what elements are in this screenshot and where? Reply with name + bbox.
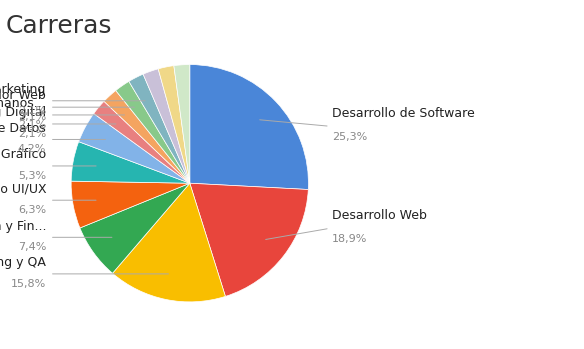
Wedge shape xyxy=(158,66,190,183)
Wedge shape xyxy=(129,74,190,183)
Wedge shape xyxy=(190,183,308,296)
Text: 2,1%: 2,1% xyxy=(18,129,46,139)
Text: Administración y Fin...: Administración y Fin... xyxy=(0,220,46,232)
Wedge shape xyxy=(79,113,190,183)
Text: Desarrollo de Software: Desarrollo de Software xyxy=(332,107,475,120)
Text: 6,3%: 6,3% xyxy=(18,205,46,215)
Text: 5,3%: 5,3% xyxy=(18,171,46,181)
Wedge shape xyxy=(71,181,190,228)
Wedge shape xyxy=(113,183,225,302)
Text: Carreras: Carreras xyxy=(6,14,112,38)
Text: 2,1%: 2,1% xyxy=(18,105,46,116)
Text: Desarrollo Web: Desarrollo Web xyxy=(332,209,427,222)
Text: Maquetador Web: Maquetador Web xyxy=(0,89,46,102)
Text: Testing y QA: Testing y QA xyxy=(0,256,46,269)
Text: 2,1%: 2,1% xyxy=(18,120,46,130)
Text: Marketing: Marketing xyxy=(0,83,46,96)
Text: Marketing Digital: Marketing Digital xyxy=(0,106,46,119)
Text: 4,2%: 4,2% xyxy=(18,144,46,154)
Text: Diseño Gráfico: Diseño Gráfico xyxy=(0,148,46,161)
Text: 25,3%: 25,3% xyxy=(332,132,367,142)
Text: 18,9%: 18,9% xyxy=(332,234,367,244)
Text: Recursos Humanos...: Recursos Humanos... xyxy=(0,97,46,110)
Wedge shape xyxy=(80,183,190,273)
Wedge shape xyxy=(94,101,190,183)
Text: 7,4%: 7,4% xyxy=(18,242,46,252)
Wedge shape xyxy=(71,142,190,183)
Text: Análisis de Datos: Análisis de Datos xyxy=(0,122,46,135)
Wedge shape xyxy=(116,81,190,183)
Wedge shape xyxy=(104,90,190,183)
Text: 2,1%: 2,1% xyxy=(18,112,46,122)
Wedge shape xyxy=(190,65,308,190)
Text: 15,8%: 15,8% xyxy=(11,279,46,289)
Text: Diseño UI/UX: Diseño UI/UX xyxy=(0,183,46,195)
Wedge shape xyxy=(143,69,190,183)
Wedge shape xyxy=(174,65,190,183)
